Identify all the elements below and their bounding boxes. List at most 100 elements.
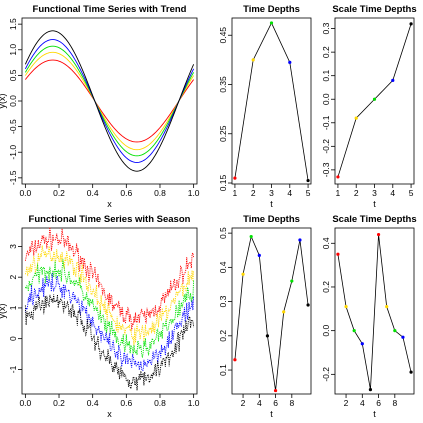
data-point-4 <box>257 253 261 257</box>
x-tick-label: 2 <box>241 398 246 408</box>
y-tick-label: 0.15 <box>218 174 228 191</box>
panel-title: Time Depths <box>243 4 300 15</box>
panel-title: Scale Time Depths <box>332 4 416 15</box>
x-tick-label: 4 <box>287 188 292 198</box>
data-point-3 <box>269 21 274 25</box>
y-tick-label: 0.5 <box>218 227 228 239</box>
y-axis-label: y(x) <box>0 94 7 109</box>
y-tick-label: 0.3 <box>321 22 331 34</box>
y-tick-label: 0.0 <box>321 324 331 336</box>
y-tick-label: -1.5 <box>8 170 18 185</box>
plot-frame <box>231 227 312 395</box>
y-tick-label: 0.3 <box>218 295 228 307</box>
x-tick-label: 2 <box>344 398 349 408</box>
x-tick-label: 4 <box>257 398 262 408</box>
series-line-2 <box>24 259 195 358</box>
x-tick-label: 8 <box>289 398 294 408</box>
series-line-3 <box>24 39 195 163</box>
plot-frame <box>231 17 312 185</box>
y-tick-label: 1.0 <box>8 44 18 56</box>
x-tick-label: 0.0 <box>19 188 31 198</box>
x-tick-label: 5 <box>409 188 414 198</box>
data-point-2 <box>241 272 245 276</box>
data-point-7 <box>282 310 286 314</box>
panel-season-curves: Functional Time Series with Season 0.0 0.2… <box>0 214 200 419</box>
panel-title: Functional Time Series with Season <box>29 214 191 225</box>
x-tick-label: 4 <box>360 398 365 408</box>
series-line-0 <box>24 227 195 331</box>
y-tick-label: 0.1 <box>218 364 228 376</box>
x-tick-label: 6 <box>376 398 381 408</box>
data-point-10 <box>306 303 310 307</box>
y-tick-label: 0.1 <box>321 70 331 82</box>
plot-frame <box>334 17 415 185</box>
y-tick-label: 2 <box>8 275 18 280</box>
plot-frame <box>21 17 198 185</box>
data-point-5 <box>368 388 373 392</box>
y-tick-label: 0 <box>8 336 18 341</box>
data-point-2 <box>344 305 348 309</box>
data-point-10 <box>409 370 413 374</box>
data-point-7 <box>385 305 389 309</box>
y-tick-label: 0.2 <box>321 281 331 293</box>
y-tick-label: -1 <box>8 365 18 373</box>
x-tick-label: 1.0 <box>188 398 200 408</box>
x-tick-label: 1.0 <box>188 188 200 198</box>
x-tick-label: 0.2 <box>53 188 65 198</box>
data-point-6 <box>376 232 381 237</box>
y-tick-label: 0.2 <box>321 46 331 58</box>
data-point-1 <box>336 175 340 179</box>
y-tick-label: 0.5 <box>8 69 18 81</box>
x-tick-label: 8 <box>392 398 397 408</box>
series-line-2 <box>24 45 195 157</box>
data-point-8 <box>290 279 294 283</box>
y-tick-label: 0.45 <box>218 27 228 44</box>
panel-season-time-depths: Time Depths 2 4 6 8 0.1 0.2 0.3 0.4 0.5 t <box>218 214 312 419</box>
y-tick-label: -0.1 <box>321 115 331 130</box>
x-tick-label: 5 <box>306 188 311 198</box>
data-point-9 <box>401 335 405 339</box>
x-tick-label: 6 <box>273 398 278 408</box>
x-tick-label: 0.6 <box>120 188 132 198</box>
x-tick-label: 2 <box>251 188 256 198</box>
panel-trend-curves: Functional Time Series with Trend 0.0 0.2 0… <box>0 4 200 209</box>
y-axis-label: y(x) <box>0 304 7 319</box>
series-line-1 <box>24 245 195 346</box>
data-point-1 <box>336 252 340 256</box>
panel-trend-scale-time-depths: Scale Time Depths 1 2 3 4 5 -0.3 -0.2 -0.1 0.0 0.1… <box>321 4 417 209</box>
panel-title: Functional Time Series with Trend <box>33 4 187 15</box>
data-point-3 <box>352 329 356 333</box>
data-point-1 <box>233 358 237 362</box>
plot-frame <box>21 227 198 395</box>
panel-title: Scale Time Depths <box>332 214 416 225</box>
series-line-3 <box>24 273 195 372</box>
panel-title: Time Depths <box>243 214 300 225</box>
y-tick-label: -0.3 <box>321 162 331 177</box>
x-tick-label: 4 <box>390 188 395 198</box>
x-tick-label: 0.2 <box>53 398 65 408</box>
y-tick-label: -0.2 <box>321 367 331 382</box>
x-tick-label: 0.0 <box>19 398 31 408</box>
x-tick-label: 3 <box>372 188 377 198</box>
panel-trend-time-depths: Time Depths 1 2 3 4 5 0.15 0.25 0.35 0.45 t <box>218 4 312 209</box>
data-point-6 <box>273 388 278 393</box>
y-tick-label: 0.0 <box>321 93 331 105</box>
x-axis-label: t <box>270 199 273 209</box>
y-tick-label: 0.4 <box>218 261 228 273</box>
depth-line <box>234 235 309 391</box>
x-tick-label: 1 <box>336 188 341 198</box>
x-tick-label: 0.8 <box>154 188 166 198</box>
data-point-4 <box>391 78 395 82</box>
y-tick-label: 3 <box>8 244 18 249</box>
x-axis-label: x <box>107 409 112 419</box>
x-tick-label: 0.4 <box>87 398 99 408</box>
series-line-0 <box>25 59 194 143</box>
y-tick-label: 1 <box>8 305 18 310</box>
y-tick-label: 0.25 <box>218 125 228 142</box>
y-tick-label: 0.2 <box>218 330 228 342</box>
data-point-5 <box>306 178 310 183</box>
x-tick-label: 0.8 <box>154 398 166 408</box>
series-line-4 <box>24 294 195 391</box>
x-tick-label: 3 <box>269 188 274 198</box>
